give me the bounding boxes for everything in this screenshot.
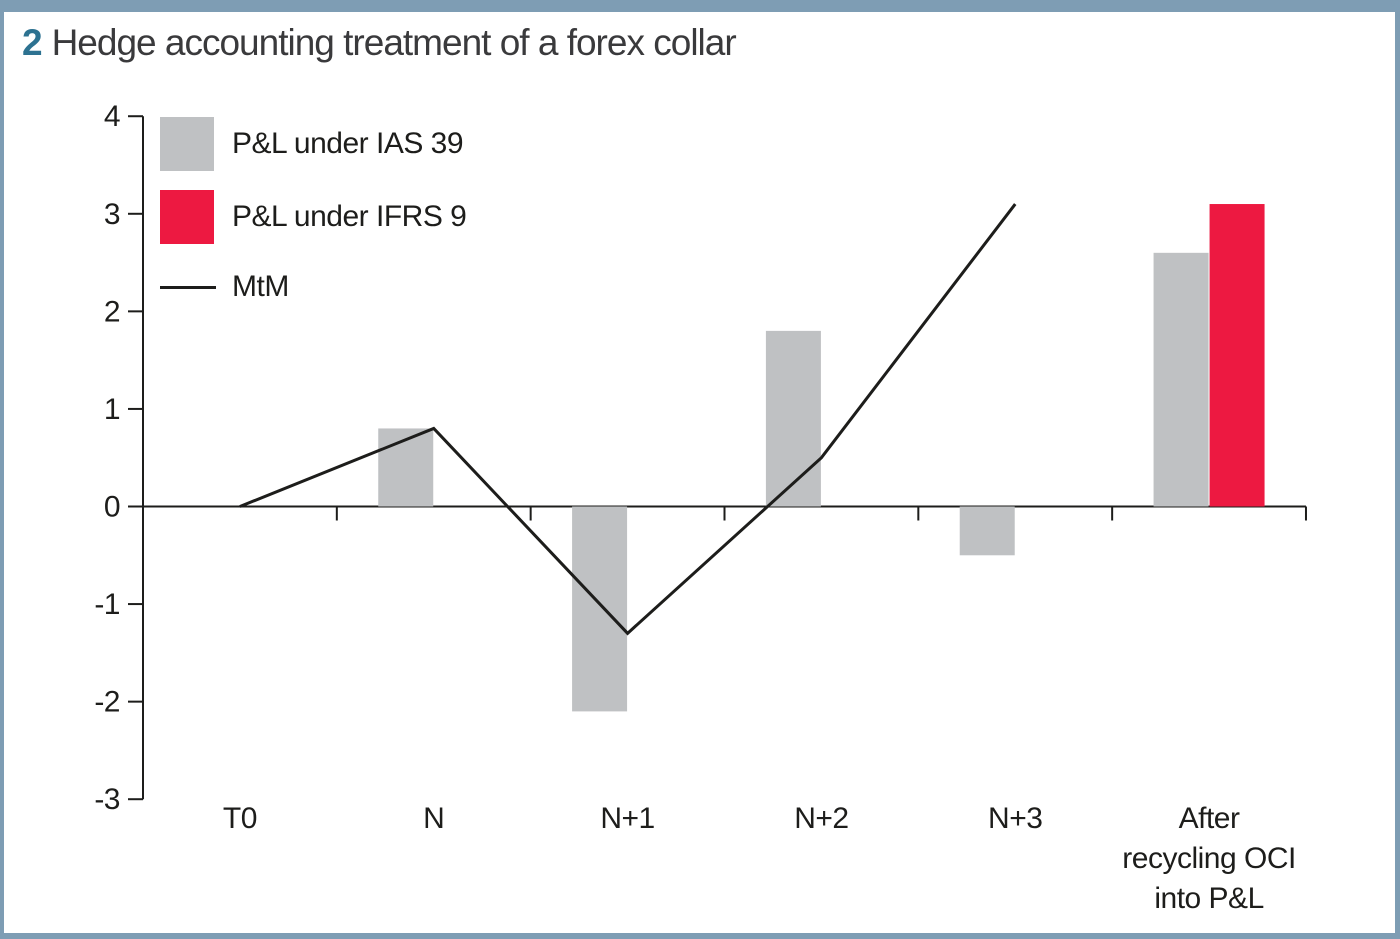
figure-title: 2 Hedge accounting treatment of a forex c… bbox=[22, 22, 737, 64]
y-tick-label--2: -2 bbox=[94, 686, 120, 719]
x-label-n: N bbox=[423, 802, 444, 835]
figure-number: 2 bbox=[22, 22, 43, 63]
frame-border-bottom bbox=[0, 933, 1400, 939]
y-tick-label--3: -3 bbox=[94, 783, 120, 816]
legend-label-ifrs9: P&L under IFRS 9 bbox=[232, 200, 467, 233]
ifrs9-swatch-icon bbox=[160, 190, 214, 244]
frame-border-top bbox=[0, 0, 1400, 12]
y-tick-label--1: -1 bbox=[94, 588, 120, 621]
bar-p-l-under-ifrs-9-after bbox=[1209, 204, 1265, 507]
ias39-swatch-icon bbox=[160, 117, 214, 171]
mtm-line-swatch-icon bbox=[160, 286, 216, 289]
bar-p-l-under-ias-39-n-1 bbox=[572, 506, 628, 712]
frame-border-right bbox=[1395, 0, 1400, 939]
x-label-n-3: N+3 bbox=[988, 802, 1042, 835]
y-tick-label-4: 4 bbox=[104, 100, 120, 133]
bar-p-l-under-ias-39-n bbox=[378, 428, 434, 507]
y-tick-label-0: 0 bbox=[104, 491, 120, 524]
frame-border-left bbox=[0, 0, 4, 939]
legend-label-ias39: P&L under IAS 39 bbox=[232, 127, 464, 160]
y-tick-label-2: 2 bbox=[104, 295, 120, 328]
mtm-line bbox=[239, 203, 1017, 636]
x-label-n-1: N+1 bbox=[600, 802, 654, 835]
y-tick-label-1: 1 bbox=[104, 393, 120, 426]
figure-title-text: Hedge accounting treatment of a forex co… bbox=[51, 22, 737, 63]
bar-p-l-under-ias-39-n-2 bbox=[765, 330, 821, 507]
x-label-n-2: N+2 bbox=[794, 802, 848, 835]
y-tick-label-3: 3 bbox=[104, 198, 120, 231]
x-label-after: After recycling OCI into P&L bbox=[1122, 802, 1296, 915]
x-label-t0: T0 bbox=[223, 802, 257, 835]
bar-p-l-under-ias-39-after bbox=[1153, 252, 1209, 507]
legend-label-mtm: MtM bbox=[232, 270, 289, 303]
bar-p-l-under-ias-39-n-3 bbox=[959, 506, 1015, 556]
